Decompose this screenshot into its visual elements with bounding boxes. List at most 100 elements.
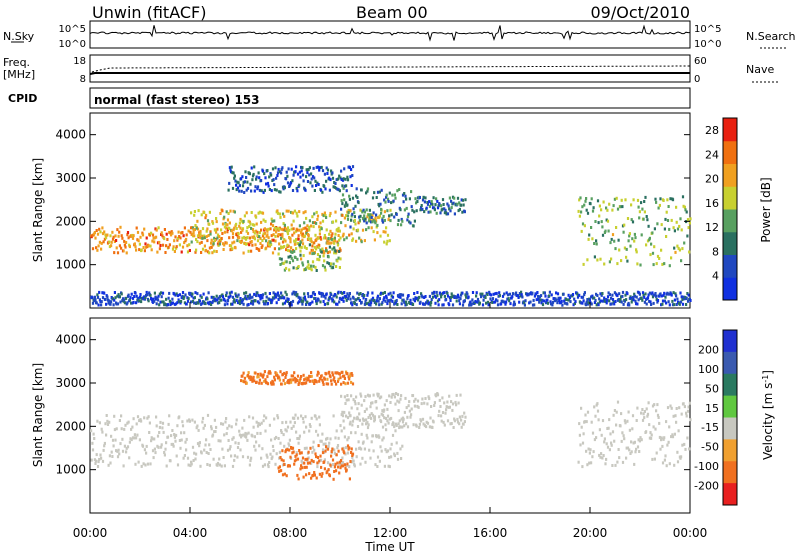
echo-cell — [298, 434, 301, 438]
echo-cell — [422, 422, 425, 426]
echo-cell — [219, 439, 222, 443]
echo-cell — [228, 221, 231, 225]
echo-cell — [315, 380, 318, 384]
echo-cell — [158, 425, 161, 429]
echo-cell — [334, 436, 337, 440]
echo-cell — [250, 240, 253, 243]
echo-cell — [443, 294, 446, 298]
echo-cell — [429, 416, 432, 420]
echo-cell — [449, 209, 452, 213]
echo-cell — [210, 427, 213, 431]
echo-cell — [372, 393, 375, 397]
echo-cell — [287, 255, 290, 259]
echo-cell — [686, 436, 689, 440]
echo-cell — [585, 420, 588, 424]
echo-cell — [310, 172, 313, 176]
echo-cell — [620, 295, 623, 299]
echo-cell — [458, 302, 461, 306]
echo-cell — [141, 233, 145, 237]
echo-cell — [335, 251, 338, 255]
echo-cell — [207, 291, 210, 295]
echo-cell — [151, 300, 155, 304]
echo-cell — [539, 298, 542, 302]
echo-cell — [230, 229, 233, 233]
echo-cell — [252, 375, 255, 379]
echo-cell — [333, 376, 336, 380]
echo-cell — [275, 188, 278, 192]
echo-cell — [217, 296, 220, 300]
echo-cell — [135, 248, 138, 252]
echo-cell — [689, 418, 692, 422]
echo-cell — [287, 297, 290, 301]
echo-cell — [670, 218, 673, 222]
echo-cell — [299, 377, 302, 381]
echo-cell — [238, 429, 241, 433]
echo-cell — [287, 244, 290, 248]
echo-cell — [641, 408, 644, 411]
echo-cell — [354, 222, 357, 226]
echo-cell — [278, 227, 281, 231]
echo-cell — [497, 294, 500, 298]
echo-cell — [299, 175, 302, 179]
echo-cell — [274, 371, 277, 375]
echo-cell — [262, 419, 265, 423]
echo-cell — [298, 378, 301, 382]
echo-cell — [172, 444, 175, 448]
echo-cell — [424, 196, 427, 200]
echo-cell — [560, 299, 563, 303]
echo-cell — [167, 296, 170, 300]
colorbar-swatch — [723, 461, 737, 484]
echo-cell — [630, 203, 633, 207]
echo-cell — [260, 246, 263, 249]
echo-cell — [333, 379, 336, 383]
echo-cell — [401, 293, 405, 297]
echo-cell — [321, 212, 324, 216]
echo-cell — [426, 402, 429, 406]
echo-cell — [325, 447, 328, 451]
echo-cell — [351, 165, 355, 169]
echo-cell — [352, 459, 355, 463]
y-tick-label: 3000 — [55, 171, 86, 185]
echo-cell — [415, 297, 418, 300]
echo-cell — [348, 446, 351, 450]
echo-cell — [301, 238, 304, 242]
echo-cell — [311, 473, 315, 477]
echo-cell — [139, 235, 142, 239]
echo-cell — [336, 177, 340, 181]
echo-cell — [140, 419, 143, 423]
echo-cell — [270, 217, 273, 221]
echo-cell — [663, 299, 666, 303]
echo-cell — [302, 179, 305, 183]
echo-cell — [289, 237, 292, 241]
echo-cell — [277, 466, 280, 470]
echo-cell — [568, 296, 571, 299]
echo-cell — [131, 233, 134, 237]
echo-cell — [356, 425, 360, 428]
echo-cell — [100, 247, 103, 251]
echo-cell — [199, 232, 202, 236]
echo-cell — [230, 425, 233, 429]
echo-cell — [281, 473, 285, 477]
echo-cell — [579, 196, 582, 200]
echo-cell — [341, 414, 345, 418]
echo-cell — [271, 179, 274, 182]
echo-cell — [351, 196, 355, 200]
echo-cell — [203, 236, 206, 240]
echo-cell — [242, 433, 245, 437]
echo-cell — [313, 245, 316, 249]
echo-cell — [613, 291, 616, 295]
echo-cell — [501, 294, 505, 298]
echo-cell — [120, 427, 123, 431]
echo-cell — [146, 462, 150, 466]
echo-cell — [225, 432, 228, 436]
echo-cell — [216, 461, 220, 465]
echo-cell — [401, 444, 404, 448]
echo-cell — [204, 302, 207, 306]
echo-cell — [460, 418, 463, 422]
echo-cell — [659, 447, 662, 451]
echo-cell — [278, 456, 281, 460]
echo-cell — [313, 448, 316, 452]
echo-cell — [618, 456, 621, 460]
echo-cell — [428, 294, 431, 298]
echo-cell — [422, 195, 425, 199]
